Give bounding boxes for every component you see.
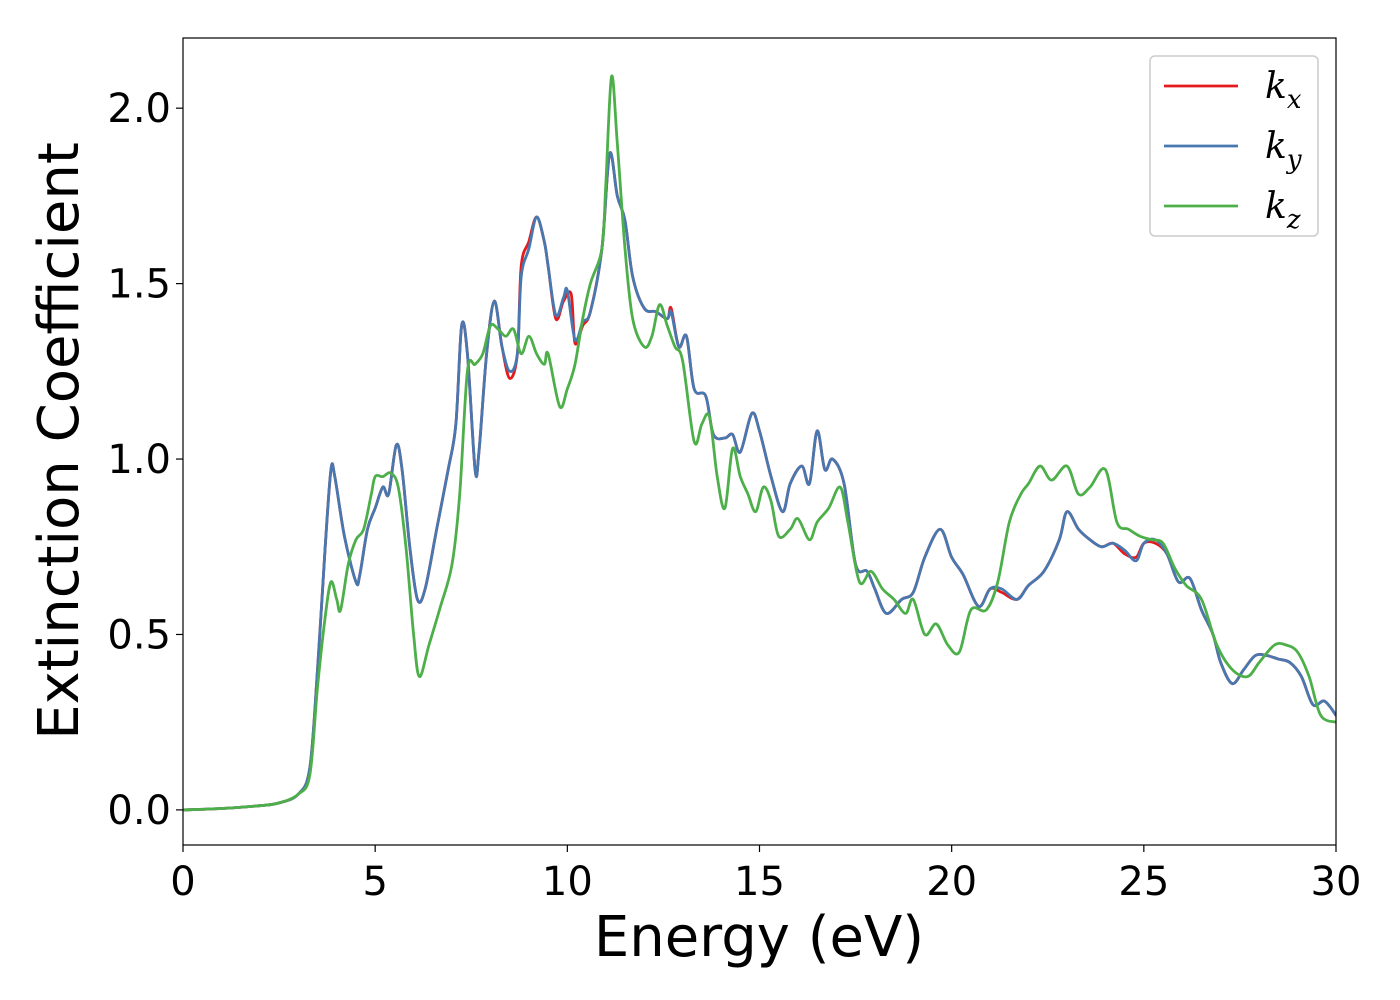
x-axis-ticks: 0 5 10 15 20 25 30 xyxy=(170,845,1361,905)
y-axis-label: Extinction Coefficient xyxy=(27,142,92,740)
y-tick-label: 0.5 xyxy=(107,612,171,658)
series-layer xyxy=(183,74,1336,812)
legend-label: kz xyxy=(1265,186,1301,235)
y-tick-label: 0.0 xyxy=(107,788,171,834)
y-tick-label: 1.0 xyxy=(107,437,171,483)
x-tick-label: 5 xyxy=(362,859,387,905)
y-tick-label: 1.5 xyxy=(107,262,171,308)
legend-label: kx xyxy=(1265,66,1302,115)
x-tick-label: 25 xyxy=(1118,859,1169,905)
x-tick-label: 10 xyxy=(542,859,593,905)
x-tick-label: 0 xyxy=(170,859,195,905)
y-axis-ticks: 0.0 0.5 1.0 1.5 2.0 xyxy=(107,86,183,834)
legend-label: ky xyxy=(1265,126,1302,175)
x-tick-label: 20 xyxy=(926,859,977,905)
series-line-k-y xyxy=(183,151,1336,812)
y-tick-label: 2.0 xyxy=(107,86,171,132)
series-line-k-z xyxy=(183,74,1336,812)
x-axis-label: Energy (eV) xyxy=(594,905,924,970)
legend: kx ky kz xyxy=(1149,55,1319,237)
x-tick-label: 15 xyxy=(734,859,785,905)
series-line-k-x xyxy=(183,151,1336,812)
x-tick-label: 30 xyxy=(1311,859,1362,905)
